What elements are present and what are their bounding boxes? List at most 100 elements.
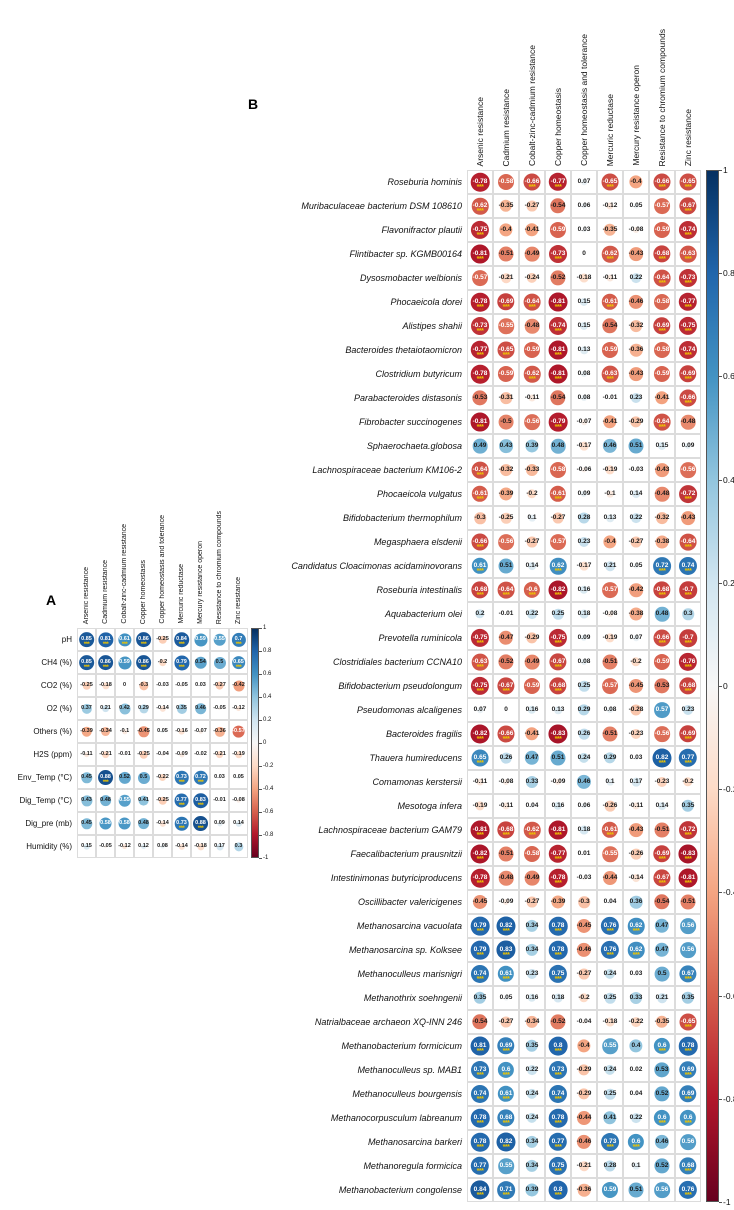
- significance-stars: ***: [658, 424, 666, 431]
- corr-value: 0.36: [629, 898, 643, 906]
- corr-value: 0.05: [157, 728, 168, 735]
- corr-circle: [653, 869, 671, 887]
- corr-cell: -0.66 ***: [649, 170, 675, 194]
- corr-value: -0.09: [175, 751, 188, 758]
- corr-circle: [576, 774, 592, 790]
- corr-cell: 0.14: [229, 812, 248, 835]
- colorbar-tick: [259, 812, 262, 813]
- significance-stars: ***: [502, 592, 510, 599]
- corr-circle: [606, 274, 614, 282]
- row-label: O2 (%): [46, 704, 72, 713]
- corr-value: 0.8: [553, 1042, 563, 1050]
- corr-cell: 0.68 ***: [493, 1106, 519, 1130]
- corr-value: -0.66: [472, 538, 488, 546]
- corr-circle: [678, 292, 698, 312]
- corr-value: -0.19: [602, 466, 618, 474]
- significance-stars: ***: [554, 832, 562, 839]
- significance-stars: ***: [684, 280, 692, 287]
- corr-circle: [582, 228, 586, 232]
- corr-value: 0.59: [603, 1186, 617, 1194]
- corr-circle: [601, 1181, 619, 1199]
- corr-cell: -0.19: [597, 626, 623, 650]
- corr-value: 0.55: [214, 636, 225, 643]
- corr-cell: 0.39: [519, 434, 545, 458]
- corr-cell: -0.16: [172, 720, 191, 743]
- corr-cell: -0.82 ***: [545, 578, 571, 602]
- corr-circle: [498, 1158, 514, 1174]
- corr-value: 0.35: [681, 994, 695, 1002]
- corr-cell: 0.02: [623, 1058, 649, 1082]
- colorbar-tick: [259, 651, 262, 652]
- corr-circle: [138, 703, 149, 714]
- corr-value: -0.44: [576, 1114, 592, 1122]
- corr-circle: [199, 753, 202, 756]
- corr-value: -0.29: [524, 634, 540, 642]
- significance-stars: ***: [554, 256, 562, 263]
- corr-circle: [603, 871, 617, 885]
- corr-cell: -0.47: [493, 626, 519, 650]
- corr-cell: 0.21: [96, 697, 115, 720]
- corr-cell: -0.5: [493, 410, 519, 434]
- corr-circle: [137, 771, 150, 784]
- corr-value: -0.39: [498, 490, 514, 498]
- corr-cell: 0.34: [519, 1130, 545, 1154]
- corr-value: -0.69: [680, 730, 696, 738]
- corr-cell: -0.58: [649, 290, 675, 314]
- corr-value: 0.16: [525, 706, 539, 714]
- corr-circle: [682, 608, 694, 620]
- corr-value: -0.41: [524, 226, 540, 234]
- corr-cell: 0.86 ***: [134, 628, 153, 651]
- corr-circle: [158, 635, 167, 644]
- corr-cell: 0.43: [493, 434, 519, 458]
- corr-circle: [680, 414, 696, 430]
- corr-value: 0.37: [81, 705, 92, 712]
- corr-circle: [627, 941, 645, 959]
- corr-cell: -0.14: [172, 835, 191, 858]
- corr-value: 0.22: [525, 1066, 539, 1074]
- significance-stars: ***: [554, 1192, 562, 1199]
- corr-cell: -0.51: [493, 842, 519, 866]
- corr-circle: [681, 511, 695, 525]
- corr-circle: [608, 396, 612, 400]
- corr-value: -0.67: [498, 682, 514, 690]
- row-label: Bifidobacterium pseudolongum: [338, 681, 462, 691]
- corr-value: 0.73: [551, 1066, 565, 1074]
- corr-cell: 0.78 ***: [545, 938, 571, 962]
- corr-circle: [548, 1180, 568, 1200]
- column-header: Copper homeostasis and tolerance: [579, 34, 589, 166]
- corr-circle: [631, 273, 641, 283]
- corr-cell: -0.58: [545, 458, 571, 482]
- corr-value: 0.77: [551, 1138, 565, 1146]
- corr-cell: -0.83 ***: [545, 722, 571, 746]
- corr-value: 0.18: [577, 610, 591, 618]
- corr-circle: [654, 966, 670, 982]
- corr-circle: [498, 558, 514, 574]
- corr-circle: [470, 868, 490, 888]
- corr-circle: [83, 843, 90, 850]
- corr-value: -0.61: [472, 490, 488, 498]
- corr-cell: 0.73 ***: [172, 812, 191, 835]
- corr-cell: 0.14: [623, 482, 649, 506]
- row-label: Bacteroides thetaiotaomicron: [345, 345, 462, 355]
- corr-cell: 0.78 ***: [545, 1106, 571, 1130]
- corr-cell: 0.61 ***: [493, 962, 519, 986]
- corr-cell: -0.25: [493, 506, 519, 530]
- corr-value: -0.07: [194, 728, 207, 735]
- corr-cell: 0.56: [675, 914, 701, 938]
- corr-cell: -0.57: [467, 266, 493, 290]
- corr-cell: 0.28: [597, 1154, 623, 1178]
- corr-circle: [654, 702, 670, 718]
- corr-cell: 0.73 ***: [597, 1130, 623, 1154]
- corr-value: 0.15: [655, 442, 669, 450]
- corr-value: -0.17: [576, 562, 592, 570]
- corr-circle: [218, 776, 221, 779]
- corr-value: 0.77: [176, 797, 187, 804]
- row-label: pH: [61, 635, 72, 644]
- corr-value: -0.66: [524, 178, 540, 186]
- corr-value: -0.2: [526, 490, 538, 498]
- corr-cell: -0.51: [597, 650, 623, 674]
- corr-value: 0.15: [577, 298, 591, 306]
- corr-value: -0.23: [654, 778, 670, 786]
- column-header: Mercuric reductase: [178, 564, 185, 624]
